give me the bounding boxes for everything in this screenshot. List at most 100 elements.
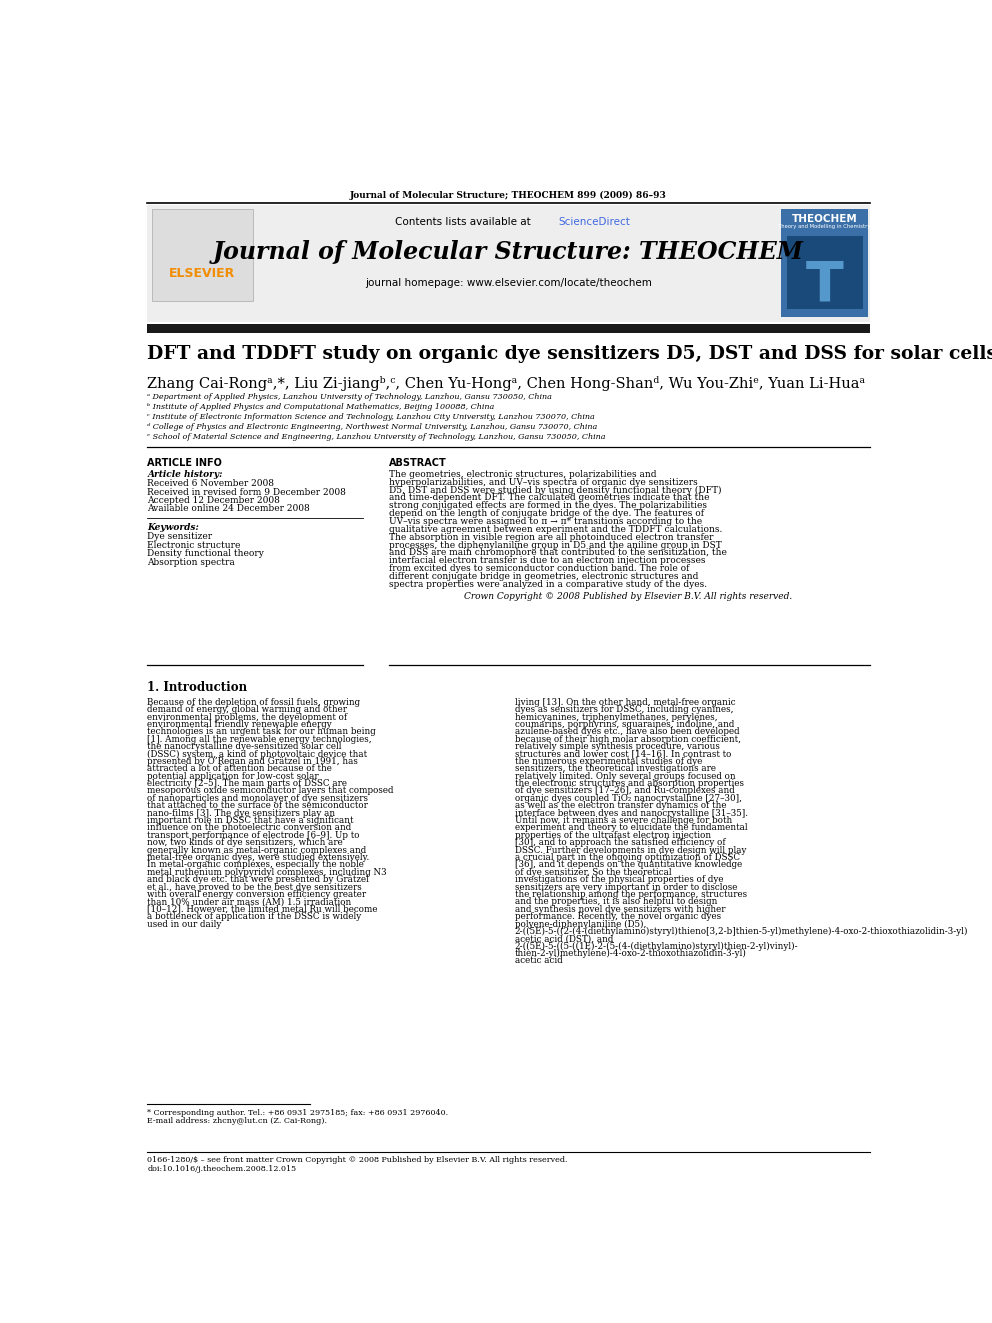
Text: ScienceDirect: ScienceDirect xyxy=(558,217,630,226)
Text: Because of the depletion of fossil fuels, growing: Because of the depletion of fossil fuels… xyxy=(147,697,360,706)
Bar xyxy=(782,209,868,316)
Text: environmental friendly renewable energy: environmental friendly renewable energy xyxy=(147,720,332,729)
Text: ᵉ School of Material Science and Engineering, Lanzhou University of Technology, : ᵉ School of Material Science and Enginee… xyxy=(147,433,606,441)
Text: because of their high molar absorption coefficient,: because of their high molar absorption c… xyxy=(515,734,741,744)
Text: than 10% under air mass (AM) 1.5 irradiation: than 10% under air mass (AM) 1.5 irradia… xyxy=(147,897,351,906)
Text: * Corresponding author. Tel.: +86 0931 2975185; fax: +86 0931 2976040.: * Corresponding author. Tel.: +86 0931 2… xyxy=(147,1109,448,1117)
Text: [1]. Among all the renewable energy technologies,: [1]. Among all the renewable energy tech… xyxy=(147,734,372,744)
Bar xyxy=(787,235,863,308)
Text: acetic acid: acetic acid xyxy=(515,957,562,966)
Text: azulene-based dyes etc., have also been developed: azulene-based dyes etc., have also been … xyxy=(515,728,739,737)
Text: and black dye etc. that were presented by Grätzel: and black dye etc. that were presented b… xyxy=(147,876,369,884)
Text: the numerous experimental studies of dye: the numerous experimental studies of dye xyxy=(515,757,702,766)
Text: et al., have proved to be the best dye sensitizers: et al., have proved to be the best dye s… xyxy=(147,882,362,892)
Text: Until now, it remains a severe challenge for both: Until now, it remains a severe challenge… xyxy=(515,816,732,826)
Text: organic dyes coupled TiO₂ nanocrystalline [27–30],: organic dyes coupled TiO₂ nanocrystallin… xyxy=(515,794,742,803)
Text: attracted a lot of attention because of the: attracted a lot of attention because of … xyxy=(147,765,332,773)
Text: used in our daily: used in our daily xyxy=(147,919,221,929)
Text: investigations of the physical properties of dye: investigations of the physical propertie… xyxy=(515,876,723,884)
Text: and time-dependent DFT. The calculated geometries indicate that the: and time-dependent DFT. The calculated g… xyxy=(389,493,709,503)
Text: strong conjugated effects are formed in the dyes. The polarizabilities: strong conjugated effects are formed in … xyxy=(389,501,707,511)
Text: UV–vis spectra were assigned to π → π* transitions according to the: UV–vis spectra were assigned to π → π* t… xyxy=(389,517,702,527)
Text: a bottleneck of application if the DSSC is widely: a bottleneck of application if the DSSC … xyxy=(147,912,361,921)
Text: Available online 24 December 2008: Available online 24 December 2008 xyxy=(147,504,310,513)
Text: from excited dyes to semiconductor conduction band. The role of: from excited dyes to semiconductor condu… xyxy=(389,564,689,573)
Text: and DSS are main chromophore that contributed to the sensitization, the: and DSS are main chromophore that contri… xyxy=(389,548,727,557)
Text: coumarins, porphyrins, squaraines, indoline, and: coumarins, porphyrins, squaraines, indol… xyxy=(515,720,734,729)
Text: spectra properties were analyzed in a comparative study of the dyes.: spectra properties were analyzed in a co… xyxy=(389,579,707,589)
Text: living [13]. On the other hand, metal-free organic: living [13]. On the other hand, metal-fr… xyxy=(515,697,735,706)
Text: relatively simple synthesis procedure, various: relatively simple synthesis procedure, v… xyxy=(515,742,719,751)
Text: sensitizers, the theoretical investigations are: sensitizers, the theoretical investigati… xyxy=(515,765,715,773)
Text: ELSEVIER: ELSEVIER xyxy=(170,266,235,279)
Text: 0166-1280/$ – see front matter Crown Copyright © 2008 Published by Elsevier B.V.: 0166-1280/$ – see front matter Crown Cop… xyxy=(147,1156,567,1164)
Text: transport performance of electrode [6–9]. Up to: transport performance of electrode [6–9]… xyxy=(147,831,360,840)
Text: journal homepage: www.elsevier.com/locate/theochem: journal homepage: www.elsevier.com/locat… xyxy=(365,278,652,288)
Text: structures and lower cost [14–16]. In contrast to: structures and lower cost [14–16]. In co… xyxy=(515,750,731,758)
Bar xyxy=(147,324,870,333)
Bar xyxy=(152,209,253,302)
Text: of dye sensitizer. So the theoretical: of dye sensitizer. So the theoretical xyxy=(515,868,672,877)
Text: electricity [2–5]. The main parts of DSSC are: electricity [2–5]. The main parts of DSS… xyxy=(147,779,347,789)
Text: presented by O’Regan and Grätzel in 1991, has: presented by O’Regan and Grätzel in 1991… xyxy=(147,757,358,766)
Text: ᶜ Institute of Electronic Information Science and Technology, Lanzhou City Unive: ᶜ Institute of Electronic Information Sc… xyxy=(147,413,595,421)
Text: nano-films [3]. The dye sensitizers play an: nano-films [3]. The dye sensitizers play… xyxy=(147,808,335,818)
Text: interfacial electron transfer is due to an electron injection processes: interfacial electron transfer is due to … xyxy=(389,556,705,565)
Text: the electronic structures and absorption properties: the electronic structures and absorption… xyxy=(515,779,744,789)
Text: important role in DSSC that have a significant: important role in DSSC that have a signi… xyxy=(147,816,354,826)
Text: Dye sensitizer: Dye sensitizer xyxy=(147,532,212,541)
Text: technologies is an urgent task for our human being: technologies is an urgent task for our h… xyxy=(147,728,376,737)
Text: [36], and it depends on the quantitative knowledge: [36], and it depends on the quantitative… xyxy=(515,860,742,869)
Text: Journal of Molecular Structure; THEOCHEM 899 (2009) 86–93: Journal of Molecular Structure; THEOCHEM… xyxy=(350,191,667,200)
Text: Theory and Modelling in Chemistry: Theory and Modelling in Chemistry xyxy=(779,224,871,229)
Text: (DSSC) system, a kind of photovoltaic device that: (DSSC) system, a kind of photovoltaic de… xyxy=(147,750,367,758)
Text: ARTICLE INFO: ARTICLE INFO xyxy=(147,458,222,467)
Text: ᵈ College of Physics and Electronic Engineering, Northwest Normal University, La: ᵈ College of Physics and Electronic Engi… xyxy=(147,423,597,431)
Text: qualitative agreement between experiment and the TDDFT calculations.: qualitative agreement between experiment… xyxy=(389,525,722,533)
Text: The geometries, electronic structures, polarizabilities and: The geometries, electronic structures, p… xyxy=(389,470,657,479)
Text: Zhang Cai-Rongᵃ,*, Liu Zi-jiangᵇ,ᶜ, Chen Yu-Hongᵃ, Chen Hong-Shanᵈ, Wu You-Zhiᵉ,: Zhang Cai-Rongᵃ,*, Liu Zi-jiangᵇ,ᶜ, Chen… xyxy=(147,376,865,390)
Text: Contents lists available at: Contents lists available at xyxy=(395,217,535,226)
Bar xyxy=(147,205,870,321)
Text: of nanoparticles and monolayer of dye sensitizers: of nanoparticles and monolayer of dye se… xyxy=(147,794,368,803)
Text: relatively limited. Only several groups focused on: relatively limited. Only several groups … xyxy=(515,771,735,781)
Text: T: T xyxy=(806,259,843,312)
Text: demand of energy, global warming and other: demand of energy, global warming and oth… xyxy=(147,705,347,714)
Text: a crucial part in the ongoing optimization of DSSC: a crucial part in the ongoing optimizati… xyxy=(515,853,740,863)
Text: potential application for low-cost solar: potential application for low-cost solar xyxy=(147,771,318,781)
Text: thien-2-yl)methylene)-4-oxo-2-thioxothiazolidin-3-yl): thien-2-yl)methylene)-4-oxo-2-thioxothia… xyxy=(515,949,746,958)
Text: Crown Copyright © 2008 Published by Elsevier B.V. All rights reserved.: Crown Copyright © 2008 Published by Else… xyxy=(463,593,792,601)
Text: Received 6 November 2008: Received 6 November 2008 xyxy=(147,479,274,488)
Text: DSSC. Further developments in dye design will play: DSSC. Further developments in dye design… xyxy=(515,845,746,855)
Text: mesoporous oxide semiconductor layers that composed: mesoporous oxide semiconductor layers th… xyxy=(147,786,394,795)
Text: The absorption in visible region are all photoinduced electron transfer: The absorption in visible region are all… xyxy=(389,533,713,541)
Text: 2-((5E)-5-((2-(4-(diethylamino)styryl)thieno[3,2-b]thien-5-yl)methylene)-4-oxo-2: 2-((5E)-5-((2-(4-(diethylamino)styryl)th… xyxy=(515,927,968,937)
Text: Electronic structure: Electronic structure xyxy=(147,541,241,549)
Text: now, two kinds of dye sensitizers, which are: now, two kinds of dye sensitizers, which… xyxy=(147,839,343,847)
Text: dyes as sensitizers for DSSC, including cyanines,: dyes as sensitizers for DSSC, including … xyxy=(515,705,733,714)
Text: of dye sensitizers [17–26], and Ru-complexes and: of dye sensitizers [17–26], and Ru-compl… xyxy=(515,786,734,795)
Text: metal ruthenium polypyridyl complexes, including N3: metal ruthenium polypyridyl complexes, i… xyxy=(147,868,387,877)
Text: environmental problems, the development of: environmental problems, the development … xyxy=(147,713,347,721)
Text: depend on the length of conjugate bridge of the dye. The features of: depend on the length of conjugate bridge… xyxy=(389,509,704,519)
Text: with overall energy conversion efficiency greater: with overall energy conversion efficienc… xyxy=(147,890,366,898)
Text: Received in revised form 9 December 2008: Received in revised form 9 December 2008 xyxy=(147,488,346,496)
Text: [10–12]. However, the limited metal Ru will become: [10–12]. However, the limited metal Ru w… xyxy=(147,905,378,914)
Text: ᵇ Institute of Applied Physics and Computational Mathematics, Beijing 100088, Ch: ᵇ Institute of Applied Physics and Compu… xyxy=(147,402,494,411)
Text: In metal-organic complexes, especially the noble: In metal-organic complexes, especially t… xyxy=(147,860,364,869)
Text: hemicyanines, triphenylmethanes, perylenes,: hemicyanines, triphenylmethanes, perylen… xyxy=(515,713,717,721)
Text: ᵃ Department of Applied Physics, Lanzhou University of Technology, Lanzhou, Gans: ᵃ Department of Applied Physics, Lanzhou… xyxy=(147,393,553,401)
Text: Journal of Molecular Structure: THEOCHEM: Journal of Molecular Structure: THEOCHEM xyxy=(213,239,804,263)
Text: influence on the photoelectric conversion and: influence on the photoelectric conversio… xyxy=(147,823,351,832)
Text: polyene-diphenylaniline (D5),: polyene-diphenylaniline (D5), xyxy=(515,919,646,929)
Text: 1. Introduction: 1. Introduction xyxy=(147,681,247,693)
Text: generally known as metal-organic complexes and: generally known as metal-organic complex… xyxy=(147,845,366,855)
Text: performance. Recently, the novel organic dyes: performance. Recently, the novel organic… xyxy=(515,912,721,921)
Text: interface between dyes and nanocrystalline [31–35].: interface between dyes and nanocrystalli… xyxy=(515,808,748,818)
Text: DFT and TDDFT study on organic dye sensitizers D5, DST and DSS for solar cells: DFT and TDDFT study on organic dye sensi… xyxy=(147,345,992,363)
Text: doi:10.1016/j.theochem.2008.12.015: doi:10.1016/j.theochem.2008.12.015 xyxy=(147,1166,297,1174)
Text: Keywords:: Keywords: xyxy=(147,523,199,532)
Text: THEOCHEM: THEOCHEM xyxy=(792,214,857,224)
Text: Absorption spectra: Absorption spectra xyxy=(147,557,235,566)
Text: E-mail address: zhcny@lut.cn (Z. Cai-Rong).: E-mail address: zhcny@lut.cn (Z. Cai-Ron… xyxy=(147,1118,327,1126)
